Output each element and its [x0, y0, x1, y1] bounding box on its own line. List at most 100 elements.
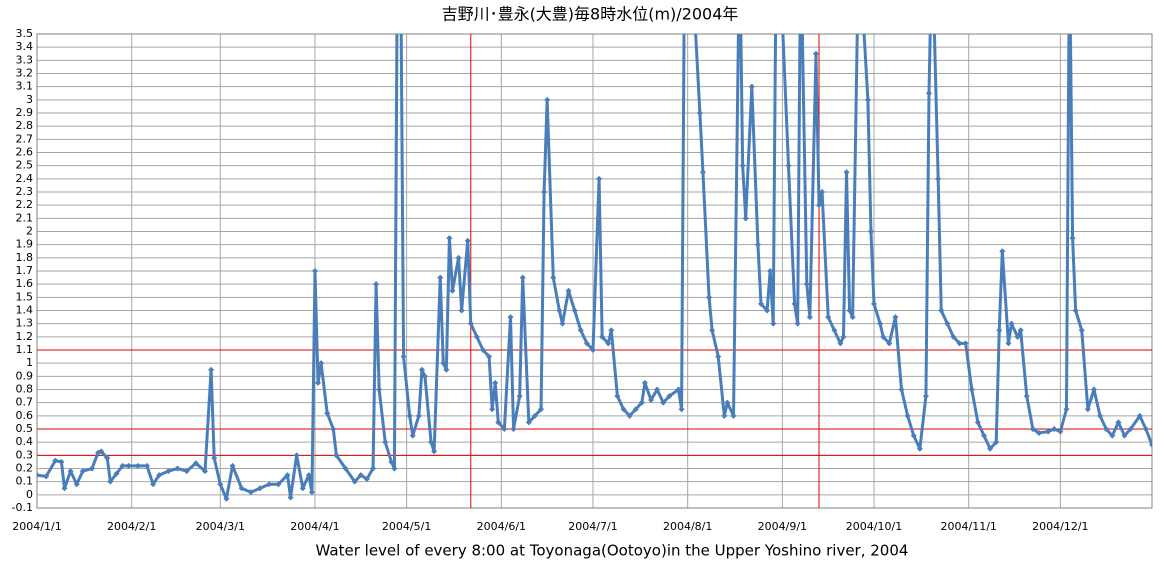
data-point — [819, 189, 826, 195]
data-point — [1115, 419, 1122, 426]
y-tick-label: 2.6 — [16, 146, 34, 159]
y-tick-label: 0.3 — [16, 448, 34, 461]
data-point — [638, 399, 645, 406]
data-point — [473, 333, 480, 340]
data-point — [956, 340, 963, 347]
data-point — [257, 485, 263, 492]
data-point — [898, 386, 905, 393]
data-point — [324, 410, 331, 417]
x-tick-label: 2004/7/1 — [568, 520, 617, 533]
data-point — [104, 454, 111, 461]
y-tick-label: 0.5 — [16, 422, 34, 435]
data-point — [757, 300, 764, 307]
data-point — [1142, 426, 1149, 432]
data-point — [696, 110, 703, 116]
data-point — [1127, 426, 1134, 432]
data-point — [846, 307, 853, 314]
data-point — [556, 307, 563, 314]
data-point — [1017, 327, 1024, 334]
data-point — [351, 478, 358, 485]
data-point — [641, 379, 648, 386]
data-point — [974, 419, 981, 426]
x-tick-label: 2004/5/1 — [382, 520, 431, 533]
y-tick-label: 3 — [26, 93, 33, 106]
data-point — [803, 281, 810, 288]
data-point — [492, 379, 499, 386]
x-tick-label: 2004/9/1 — [758, 520, 807, 533]
data-point — [489, 406, 496, 413]
y-tick-label: 0 — [26, 488, 33, 501]
data-point — [922, 393, 929, 400]
data-point — [791, 300, 798, 307]
data-point — [400, 353, 407, 360]
y-tick-label: 0.9 — [16, 369, 34, 382]
data-point — [519, 274, 526, 281]
data-point — [739, 162, 746, 169]
data-point — [119, 462, 126, 469]
data-point — [614, 393, 621, 400]
data-point — [357, 472, 364, 479]
data-point — [507, 314, 514, 321]
data-point — [678, 406, 685, 413]
data-point — [418, 366, 425, 373]
data-point — [926, 90, 932, 97]
data-point — [1090, 386, 1097, 393]
data-point — [284, 472, 291, 479]
data-point — [724, 399, 731, 406]
data-point — [825, 314, 832, 321]
y-tick-label: 3.1 — [16, 80, 34, 93]
data-point — [996, 327, 1003, 334]
data-point — [525, 419, 532, 426]
data-point — [944, 320, 951, 327]
data-point — [892, 314, 899, 321]
data-point — [143, 462, 150, 469]
data-point — [67, 468, 74, 475]
y-tick-label: 0.8 — [16, 383, 34, 396]
data-point — [501, 426, 508, 432]
data-point — [987, 445, 994, 452]
x-tick-label: 2004/6/1 — [477, 520, 526, 533]
y-tick-label: 1.2 — [16, 330, 34, 343]
data-point — [764, 307, 771, 314]
x-tick-label: 2004/12/1 — [1032, 520, 1088, 533]
data-point — [1072, 307, 1079, 314]
data-point — [541, 189, 548, 195]
tick-labels: -0.100.10.20.30.40.50.60.70.80.911.11.21… — [12, 27, 1089, 533]
y-tick-label: 2.9 — [16, 106, 34, 119]
data-point — [406, 412, 413, 419]
data-point — [608, 327, 615, 334]
data-point — [632, 406, 639, 413]
data-point — [1051, 426, 1058, 432]
data-point — [837, 340, 844, 347]
data-point — [864, 96, 871, 103]
data-point — [495, 419, 502, 426]
x-tick-label: 2004/2/1 — [107, 520, 156, 533]
y-tick-label: 2.8 — [16, 119, 34, 132]
data-point — [785, 162, 792, 169]
data-point — [767, 268, 774, 274]
data-point — [421, 373, 428, 380]
data-point — [311, 268, 318, 274]
data-point — [73, 481, 80, 488]
data-point — [467, 320, 474, 327]
data-point — [938, 307, 945, 314]
data-point — [935, 175, 942, 182]
data-point — [266, 481, 273, 488]
data-point — [806, 314, 813, 321]
data-point — [43, 473, 50, 480]
data-point — [318, 360, 325, 367]
data-point — [299, 485, 306, 492]
data-point — [305, 472, 312, 479]
y-tick-label: 1.9 — [16, 238, 34, 251]
data-point — [183, 468, 190, 475]
data-point — [596, 175, 603, 182]
data-point — [516, 393, 523, 400]
data-point — [1097, 412, 1104, 419]
data-point — [880, 333, 887, 340]
data-point — [577, 327, 584, 334]
data-point — [1023, 393, 1030, 400]
data-point — [648, 397, 655, 404]
data-point — [544, 96, 551, 103]
